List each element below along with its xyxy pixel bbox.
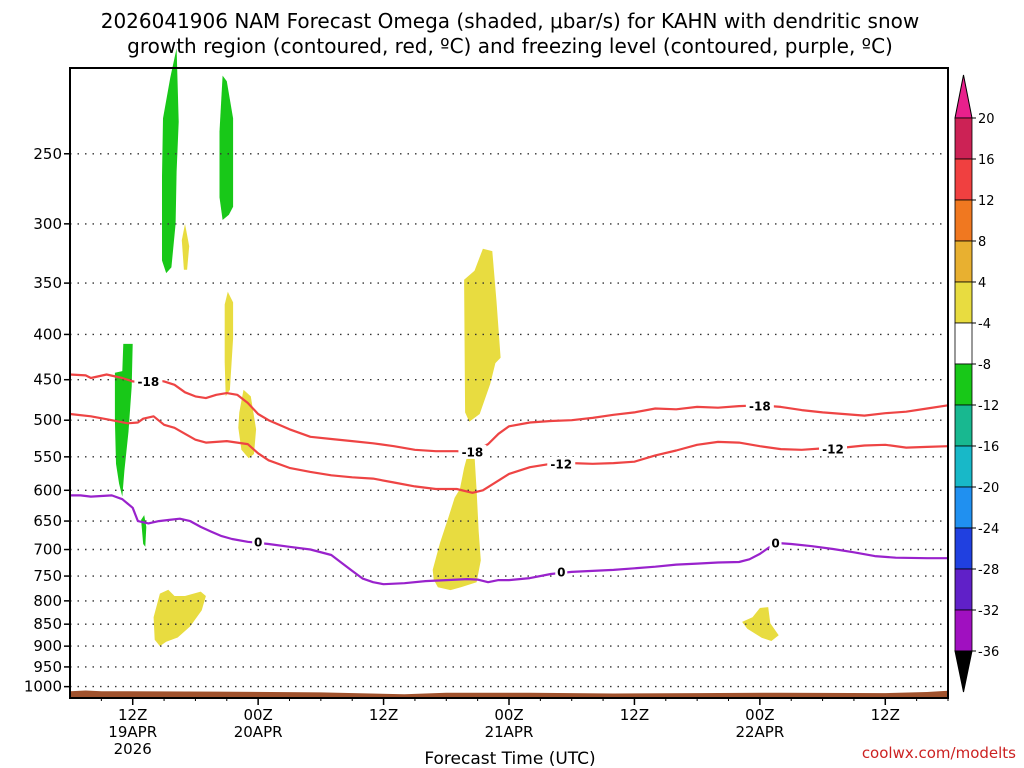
y-tick-label-800: 800 — [33, 592, 62, 610]
plot-area — [70, 68, 948, 698]
colorbar-label-3: 8 — [978, 235, 986, 250]
colorbar-bin-2 — [954, 199, 973, 242]
x-tick-label-24-0: 00Z — [243, 706, 272, 724]
colorbar-bin-3 — [954, 240, 973, 283]
y-tick-label-700: 700 — [33, 541, 62, 559]
contour-label-bg — [458, 444, 487, 459]
colorbar-label-1: 16 — [978, 153, 995, 168]
contours: -18 -18 -18 -12 -12 0 0 0 — [69, 373, 949, 586]
contour-line-1 — [69, 412, 949, 494]
x-tick-label-12-1: 19APR — [108, 723, 157, 741]
y-tick-label-600: 600 — [33, 481, 62, 499]
colorbar-bin-10 — [954, 527, 973, 570]
colorbar-bin-1 — [954, 158, 973, 201]
x-tick-label-60-0: 12Z — [620, 706, 649, 724]
x-axis-label: Forecast Time (UTC) — [424, 749, 595, 768]
x-tick-label-84-0: 12Z — [871, 706, 900, 724]
omega-positive-region — [464, 248, 501, 422]
colorbar-top-arrow — [954, 74, 973, 119]
y-tick-label-400: 400 — [33, 325, 62, 343]
x-tick-label-72-1: 22APR — [735, 723, 784, 741]
y-tick-label-350: 350 — [33, 274, 62, 292]
y-tick-label-450: 450 — [33, 371, 62, 389]
colorbar-label-13: -36 — [978, 645, 999, 660]
colorbar-bin-9 — [954, 486, 973, 529]
omega-shading — [114, 48, 779, 647]
contour-label-bg — [745, 399, 774, 414]
contour-label-bg — [547, 456, 576, 471]
colorbar: 20 16 12 8 4 -4 -8 -12 -16 -20 -24 -28 -32 -36 — [954, 74, 999, 693]
chart-title-line1: 2026041906 NAM Forecast Omega (shaded, μ… — [101, 9, 920, 33]
x-tick-label-48-0: 00Z — [494, 706, 523, 724]
colorbar-label-10: -24 — [978, 522, 999, 537]
contour-label-bg — [252, 534, 265, 549]
chart-title-line2: growth region (contoured, red, ºC) and f… — [127, 34, 893, 58]
contour-label-0-0: -18 — [138, 375, 160, 389]
omega-negative-region — [162, 48, 179, 274]
y-tick-label-550: 550 — [33, 448, 62, 466]
contour-label-bg — [134, 374, 163, 389]
contour-label-0-2: -18 — [749, 400, 771, 414]
omega-positive-region — [432, 448, 481, 591]
colorbar-label-9: -20 — [978, 481, 999, 496]
colorbar-bin-12 — [954, 609, 973, 652]
colorbar-label-7: -12 — [978, 399, 999, 414]
colorbar-bin-4 — [954, 281, 973, 324]
contour-label-1-1: -12 — [822, 443, 844, 457]
y-tick-label-950: 950 — [33, 658, 62, 676]
x-tick-label-12-0: 12Z — [118, 706, 147, 724]
y-tick-label-250: 250 — [33, 145, 62, 163]
x-tick-label-24-1: 20APR — [234, 723, 283, 741]
colorbar-bin-0 — [954, 117, 973, 160]
omega-positive-region — [153, 589, 206, 647]
colorbar-bin-11 — [954, 568, 973, 611]
x-tick-label-36-0: 12Z — [369, 706, 398, 724]
colorbar-label-2: 12 — [978, 194, 995, 209]
omega-positive-region — [181, 223, 190, 270]
contour-label-2-1: 0 — [557, 565, 565, 579]
colorbar-label-8: -16 — [978, 440, 999, 455]
y-tick-label-1000: 1000 — [24, 678, 62, 696]
surface-fill — [70, 690, 948, 698]
y-tick-label-850: 850 — [33, 615, 62, 633]
plot-background — [70, 68, 948, 698]
contour-label-bg — [769, 535, 782, 550]
colorbar-bin-8 — [954, 445, 973, 488]
omega-positive-region — [224, 291, 234, 397]
colorbar-label-12: -32 — [978, 604, 999, 619]
y-axis: 250 300 350 400 450 500 550 600 650 700 750 800 850 9… — [24, 145, 70, 696]
colorbar-label-6: -8 — [978, 358, 991, 373]
surface-terrain — [70, 690, 948, 698]
contour-label-2-0: 0 — [254, 535, 262, 549]
colorbar-label-11: -28 — [978, 563, 999, 578]
contour-label-2-2: 0 — [771, 536, 779, 550]
y-tick-label-500: 500 — [33, 411, 62, 429]
credit-text: coolwx.com/modelts — [862, 744, 1016, 762]
colorbar-label-0: 20 — [978, 112, 995, 127]
colorbar-bin-5 — [954, 322, 973, 365]
x-tick-label-12-2: 2026 — [114, 740, 152, 758]
y-tick-label-650: 650 — [33, 512, 62, 530]
colorbar-bottom-arrow — [954, 650, 973, 693]
contour-label-bg — [819, 442, 848, 457]
contour-line-2 — [70, 494, 948, 586]
x-tick-label-48-1: 21APR — [485, 723, 534, 741]
contour-label-1-0: -12 — [550, 457, 572, 471]
contour-label-0-1: -18 — [462, 445, 484, 459]
colorbar-label-5: -4 — [978, 317, 991, 332]
y-tick-label-900: 900 — [33, 637, 62, 655]
x-tick-label-72-0: 00Z — [745, 706, 774, 724]
colorbar-bin-7 — [954, 404, 973, 447]
omega-negative-region — [219, 75, 234, 220]
colorbar-label-4: 4 — [978, 276, 986, 291]
contour-label-bg — [555, 564, 568, 579]
y-tick-label-300: 300 — [33, 215, 62, 233]
y-tick-label-750: 750 — [33, 567, 62, 585]
colorbar-bin-6 — [954, 363, 973, 406]
